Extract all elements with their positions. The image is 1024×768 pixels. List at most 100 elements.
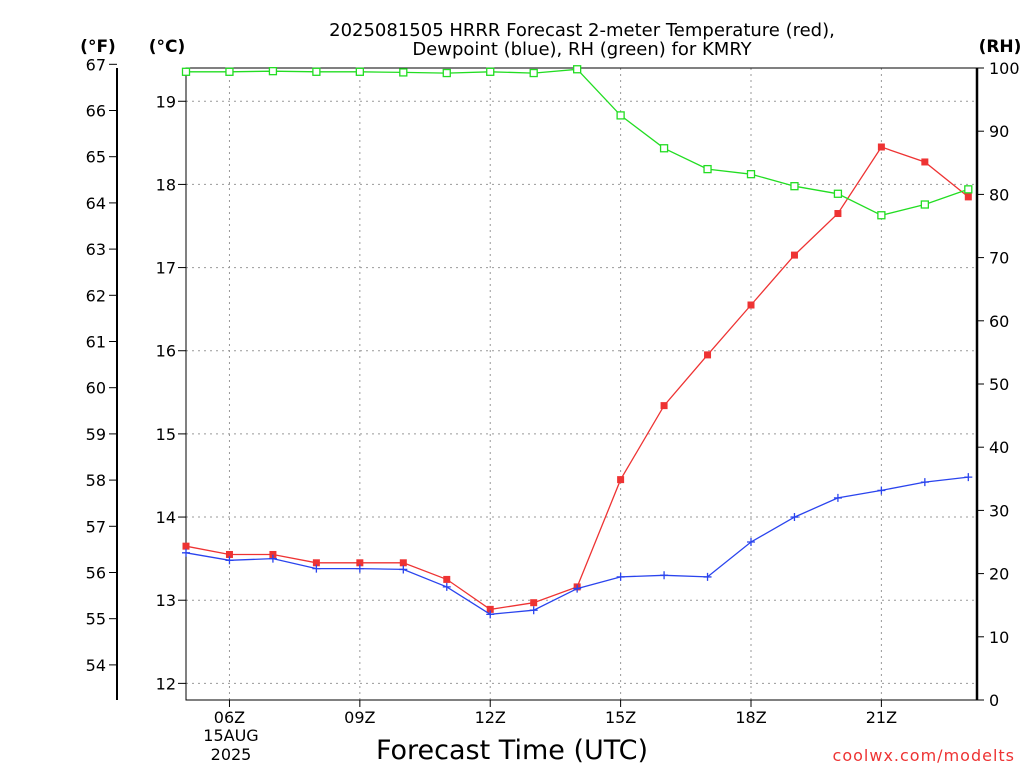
rh-point (920, 200, 929, 209)
temperature-point (834, 210, 842, 218)
rh-point (225, 67, 234, 76)
rh-point (790, 182, 799, 191)
fahrenheit-tick-label: 54 (86, 656, 106, 675)
rh-point (486, 67, 495, 76)
rh-point (399, 68, 408, 77)
temperature-point (225, 550, 233, 558)
dewpoint-point (268, 554, 277, 563)
temperature-point (269, 550, 277, 558)
fahrenheit-tick-label: 58 (86, 471, 106, 490)
celsius-tick-label: 14 (156, 508, 176, 527)
rh-unit-label: (RH) (979, 37, 1022, 57)
series-temperature (182, 143, 972, 613)
dewpoint-point (486, 610, 495, 619)
rh-point (964, 185, 973, 194)
rh-point (355, 67, 364, 76)
rh-point (616, 111, 625, 120)
dewpoint-point (703, 572, 712, 581)
dewpoint-point (660, 571, 669, 580)
temperature-point (921, 158, 929, 166)
celsius-tick-label: 19 (156, 92, 176, 111)
fahrenheit-tick-label: 67 (86, 55, 106, 74)
x-axis-title: Forecast Time (UTC) (376, 735, 648, 766)
temperature-point (182, 542, 190, 550)
fahrenheit-tick-label: 62 (86, 286, 106, 305)
chart-title-line-2: Dewpoint (blue), RH (green) for KMRY (412, 39, 752, 60)
dewpoint-point (225, 556, 234, 565)
temperature-point (486, 605, 494, 613)
rh-tick-label: 100 (989, 59, 1020, 78)
celsius-tick-label: 17 (156, 259, 176, 278)
rh-point (573, 65, 582, 74)
fahrenheit-tick-label: 63 (86, 240, 106, 259)
rh-tick-label: 10 (989, 628, 1009, 647)
temperature-point (964, 193, 972, 201)
rh-point (703, 164, 712, 174)
rh-point (746, 170, 756, 179)
fahrenheit-tick-label: 59 (86, 425, 106, 444)
grid-lines (186, 68, 977, 700)
date-label-year: 2025 (211, 745, 252, 764)
rh-tick-label: 0 (989, 691, 999, 710)
series-dewpoint (182, 473, 973, 619)
fahrenheit-unit-label: (°F) (80, 37, 116, 57)
data-series (181, 65, 973, 619)
x-tick-label: 15Z (605, 708, 636, 727)
dewpoint-point (790, 513, 799, 522)
dewpoint-point (920, 478, 929, 487)
dewpoint-point (529, 606, 538, 615)
fahrenheit-tick-label: 55 (86, 610, 106, 629)
temperature-point (356, 559, 364, 567)
dewpoint-point (312, 564, 321, 573)
dewpoint-point (573, 584, 582, 593)
x-tick-label: 18Z (735, 708, 766, 727)
celsius-unit-label: (°C) (149, 37, 186, 57)
rh-point (442, 68, 451, 78)
tick-labels: 12 13 14 15 16 17 18 19 54 55 56 57 58 59 60 61 62 63 64 65… (86, 55, 1020, 727)
rh-point (312, 67, 321, 76)
celsius-tick-label: 15 (156, 425, 176, 444)
dewpoint-point (877, 486, 886, 495)
temperature-point (443, 575, 451, 583)
rh-tick-label: 70 (989, 249, 1009, 268)
temperature-point (747, 301, 755, 309)
celsius-tick-label: 16 (156, 342, 176, 361)
dewpoint-point (399, 565, 408, 574)
x-tick-label: 21Z (866, 708, 897, 727)
fahrenheit-tick-label: 60 (86, 379, 106, 398)
series-rh (181, 65, 973, 220)
credit-label: coolwx.com/modelts (833, 746, 1015, 765)
rh-point (877, 211, 886, 220)
rh-tick-label: 30 (989, 501, 1009, 520)
temperature-point (877, 143, 885, 151)
temperature-point (790, 251, 798, 259)
axes (109, 63, 984, 707)
rh-point (529, 68, 538, 78)
dewpoint-point (616, 572, 625, 581)
celsius-tick-label: 18 (156, 175, 176, 194)
rh-tick-label: 80 (989, 185, 1009, 204)
temperature-point (312, 559, 320, 567)
celsius-tick-label: 13 (156, 591, 176, 610)
rh-tick-label: 60 (989, 312, 1009, 331)
celsius-tick-label: 12 (156, 674, 176, 693)
temperature-point (704, 351, 712, 359)
rh-point (659, 144, 669, 153)
dewpoint-point (964, 473, 973, 482)
rh-tick-label: 40 (989, 438, 1009, 457)
fahrenheit-tick-label: 56 (86, 563, 106, 582)
plot-frame (185, 67, 978, 701)
rh-tick-label: 20 (989, 565, 1009, 584)
dewpoint-point (747, 538, 755, 546)
temperature-point (660, 402, 668, 410)
rh-point (833, 189, 843, 198)
rh-point (268, 67, 278, 76)
x-tick-label: 12Z (475, 708, 506, 727)
x-tick-label: 09Z (344, 708, 375, 727)
dewpoint-line (185, 476, 969, 615)
fahrenheit-tick-label: 65 (86, 148, 106, 167)
rh-tick-label: 50 (989, 375, 1009, 394)
fahrenheit-tick-label: 61 (86, 332, 106, 351)
fahrenheit-tick-label: 57 (86, 517, 106, 536)
